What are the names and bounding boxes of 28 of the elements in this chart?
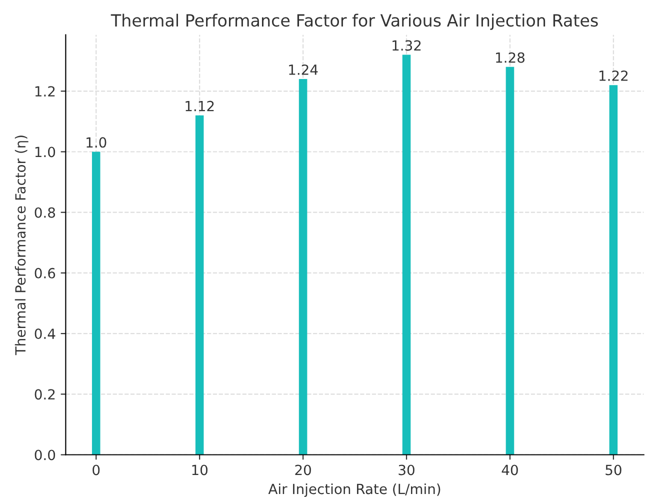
- x-tick-label: 50: [606, 464, 622, 476]
- y-tick-label: 0.8: [34, 207, 56, 218]
- text: 1.24: [289, 64, 318, 75]
- x-tick-label: 30: [398, 464, 414, 476]
- y-tick-label: 0.2: [34, 389, 55, 400]
- bar: [195, 115, 204, 455]
- bar: [609, 85, 618, 455]
- bar: [298, 79, 308, 455]
- x-tick-label: 20: [295, 464, 311, 476]
- chart-title: Thermal Performance Factor for Various Air Injection Rates: [110, 14, 598, 30]
- x-tick-label: 40: [502, 464, 518, 476]
- text: 1.32: [392, 40, 421, 51]
- y-tick-label: 1.0: [35, 146, 56, 158]
- x-tick-label: 10: [192, 464, 208, 476]
- text: 1.22: [600, 70, 628, 81]
- y-tick-label: 0.6: [34, 268, 56, 278]
- y-tick-label: 0.4: [34, 328, 56, 340]
- bar: [402, 54, 411, 455]
- bar: [92, 152, 100, 455]
- bar: [506, 66, 514, 455]
- text: 1.0: [86, 137, 106, 148]
- text: 1.28: [496, 52, 524, 63]
- text: 1.12: [186, 100, 214, 112]
- x-axis-title: Air Injection Rate (L/min): [268, 483, 440, 497]
- y-axis-title: Thermal Performance Factor (η): [14, 136, 28, 356]
- y-tick-label: 1.2: [35, 86, 55, 96]
- y-tick-label: 0.0: [34, 450, 56, 460]
- x-tick-label: 0: [92, 464, 100, 476]
